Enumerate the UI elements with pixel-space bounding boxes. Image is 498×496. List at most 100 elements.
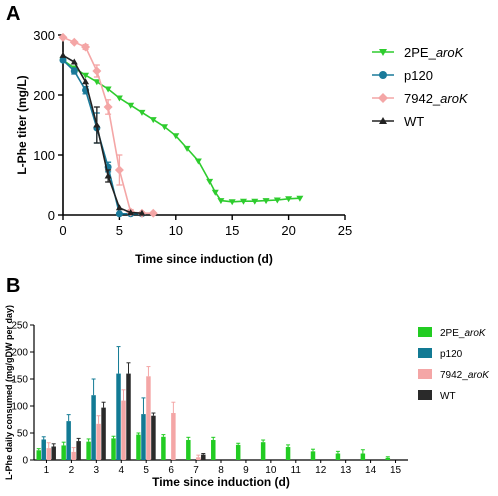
panel-b-bar [211, 440, 216, 460]
panel-a-data-point [217, 198, 225, 205]
panel-b-bar [196, 457, 201, 460]
panel-b-bar [136, 434, 141, 460]
panel-a-data-point [59, 56, 67, 64]
panel-b-legend-label-text: 7942_ [440, 370, 468, 381]
panel-a-data-point [81, 42, 91, 52]
panel-b-y-tick-label: 0 [22, 456, 28, 467]
panel-a-series-1 [59, 56, 146, 218]
panel-a-data-point [228, 199, 236, 206]
panel-b-bar [146, 376, 151, 460]
panel-a-axes: 0 5 10 15 20 25 0 100 200 300 [33, 28, 352, 238]
panel-a-data-point [70, 67, 78, 75]
panel-label-b: B [6, 275, 20, 297]
panel-b-y-tick-label: 250 [11, 321, 28, 332]
panel-a-data-point [93, 79, 101, 86]
panel-a-data-point [103, 102, 113, 112]
panel-b-x-tick-label: 1 [44, 465, 50, 476]
panel-b-legend-swatch [418, 327, 432, 337]
panel-a-y-tick-label: 100 [33, 148, 55, 163]
panel-b-bar [96, 423, 101, 460]
panel-b-series-2 [46, 366, 201, 460]
panel-b-bar [285, 447, 291, 460]
panel-a-data-point [285, 196, 293, 203]
panel-b-bar [235, 444, 241, 460]
panel-a-legend-label: 2PE_aroK [404, 45, 465, 60]
panel-a-data-point [273, 197, 281, 204]
panel-b-y-axis-title: L-Phe daily consumed (mg/gDW per day) [4, 305, 14, 480]
panel-b-bar [141, 414, 146, 460]
panel-a-y-tick-label: 300 [33, 28, 55, 43]
panel-a-series-line [62, 54, 143, 214]
panel-b-series-1 [41, 346, 146, 460]
panel-b-bar [61, 445, 66, 460]
panel-b-x-axis-title: Time since induction (d) [152, 475, 290, 489]
panel-a-data-point [251, 198, 259, 205]
panel-b-bar [260, 442, 266, 460]
panel-b-legend-label-italic-text: aroK [468, 370, 490, 381]
panel-b-bar [161, 436, 166, 460]
panel-b-legend-item [418, 390, 432, 400]
panel-b-x-tick-label: 8 [218, 465, 224, 476]
panel-a-legend-label: 7942_aroK [404, 91, 469, 106]
panel-b-bar [126, 373, 131, 460]
panel-b-bar [41, 439, 46, 460]
panel-b-bar [101, 407, 106, 460]
panel-b-x-tick-label: 12 [315, 465, 327, 476]
panel-a-legend-label-italic-text: aroK [440, 91, 469, 106]
panel-a-series-0 [59, 57, 304, 206]
panel-a-data-point [69, 37, 79, 47]
panel-a-data-point [82, 72, 90, 79]
panel-a-legend-marker [379, 117, 387, 124]
panel-a-data-point [92, 66, 102, 76]
panel-a-x-tick-label: 25 [338, 223, 352, 238]
panel-b-legend-label-italic-text: aroK [464, 328, 486, 339]
panel-b-x-tick-label: 4 [118, 465, 124, 476]
panel-a-legend-item [372, 49, 394, 56]
panel-b-bar [116, 373, 121, 460]
panel-a-data-point [262, 198, 270, 205]
panel-a-legend-item [372, 93, 394, 103]
panel-a-data-point [93, 121, 101, 128]
panel-b-bar [121, 400, 126, 460]
panel-a-data-point [127, 102, 135, 109]
panel-b-y-tick-label: 200 [11, 348, 28, 359]
panel-a-legend-label: WT [404, 114, 424, 129]
panel-b-series-3 [51, 362, 206, 460]
panel-label-a: A [6, 3, 20, 25]
panel-b-legend-label: p120 [440, 349, 463, 360]
panel-a-x-tick-label: 5 [116, 223, 123, 238]
panel-a-data-point [138, 209, 146, 216]
panel-b-y-tick-label: 150 [11, 375, 28, 386]
panel-b-bar [66, 421, 71, 460]
panel-b-y-tick-label: 50 [17, 429, 29, 440]
panel-a-legend-marker [379, 49, 387, 56]
panel-a-data-point [194, 158, 202, 165]
panel-b-x-tick-label: 10 [265, 465, 277, 476]
panel-b-bar [36, 450, 41, 460]
panel-a-y-tick-label: 200 [33, 88, 55, 103]
panel-a-legend-label-text: WT [404, 114, 424, 129]
panel-b-bar [335, 453, 341, 460]
panel-b-bar [360, 453, 366, 460]
panel-b-bar [171, 413, 176, 460]
panel-a-legend-item [372, 71, 394, 79]
panel-a-x-tick-label: 15 [225, 223, 239, 238]
panel-a-data-point [183, 145, 191, 152]
panel-b-legend-label: WT [440, 391, 456, 402]
panel-b-x-tick-label: 13 [340, 465, 352, 476]
panel-a-data-point [59, 51, 67, 58]
panel-b-bar [51, 446, 56, 460]
panel-a-data-point [104, 172, 112, 179]
panel-a-x-axis-title: Time since induction (d) [135, 252, 273, 266]
panel-b-x-tick-label: 9 [243, 465, 249, 476]
panel-a-legend-label-italic-text: aroK [436, 45, 465, 60]
panel-a-data-point [211, 189, 219, 196]
panel-a-legend-label-text: p120 [404, 68, 433, 83]
panel-a-data-point [138, 109, 146, 116]
panel-b-x-tick-label: 11 [291, 465, 302, 476]
panel-a-data-point [115, 210, 123, 218]
panel-a-data-point [206, 178, 214, 185]
panel-b-legend-item [418, 348, 432, 358]
panel-a-y-tick-label: 0 [48, 208, 55, 223]
